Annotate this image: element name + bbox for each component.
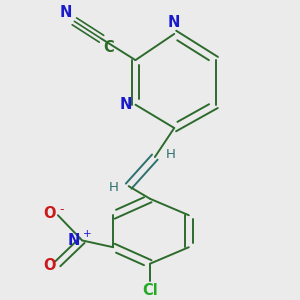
Text: C: C [103, 40, 114, 55]
Text: O: O [43, 206, 56, 221]
Text: N: N [120, 97, 132, 112]
Text: +: + [83, 229, 92, 239]
Text: O: O [43, 258, 56, 273]
Text: N: N [60, 5, 72, 20]
Text: H: H [166, 148, 176, 161]
Text: N: N [68, 233, 80, 248]
Text: H: H [109, 181, 118, 194]
Text: -: - [59, 203, 64, 217]
Text: N: N [168, 15, 180, 30]
Text: Cl: Cl [142, 284, 158, 298]
